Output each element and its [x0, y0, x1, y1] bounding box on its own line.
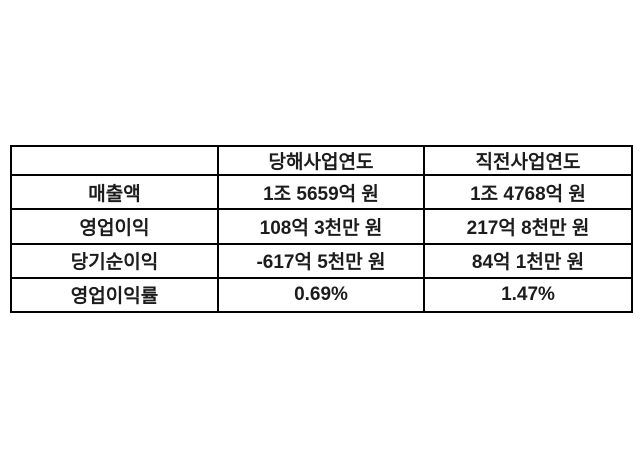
table-row-operating-margin: 영업이익률 0.69% 1.47% — [10, 276, 633, 314]
row-label-net-income: 당기순이익 — [10, 242, 219, 279]
row-label-operating-profit: 영업이익 — [10, 208, 219, 245]
cell-net-income-current: -617억 5천만 원 — [217, 242, 425, 279]
table-row-operating-profit: 영업이익 108억 3천만 원 217억 8천만 원 — [10, 208, 633, 245]
financial-summary-table: 당해사업연도 직전사업연도 매출액 1조 5659억 원 1조 4768억 원 … — [10, 145, 633, 314]
cell-revenue-current: 1조 5659억 원 — [217, 173, 425, 211]
row-label-operating-margin: 영업이익률 — [10, 276, 219, 314]
cell-net-income-previous: 84억 1천만 원 — [423, 242, 633, 279]
cell-revenue-previous: 1조 4768억 원 — [423, 173, 633, 211]
header-current-fiscal-year: 당해사업연도 — [217, 145, 425, 176]
header-previous-fiscal-year: 직전사업연도 — [423, 145, 633, 176]
financial-summary-table-container: 당해사업연도 직전사업연도 매출액 1조 5659억 원 1조 4768억 원 … — [10, 145, 633, 314]
cell-operating-margin-previous: 1.47% — [423, 276, 633, 314]
cell-operating-profit-current: 108억 3천만 원 — [217, 208, 425, 245]
table-row-net-income: 당기순이익 -617억 5천만 원 84억 1천만 원 — [10, 242, 633, 279]
row-label-revenue: 매출액 — [10, 173, 219, 211]
table-header-row: 당해사업연도 직전사업연도 — [10, 145, 633, 176]
cell-operating-margin-current: 0.69% — [217, 276, 425, 314]
cell-operating-profit-previous: 217억 8천만 원 — [423, 208, 633, 245]
table-row-revenue: 매출액 1조 5659억 원 1조 4768억 원 — [10, 173, 633, 211]
header-empty-cell — [10, 145, 219, 176]
